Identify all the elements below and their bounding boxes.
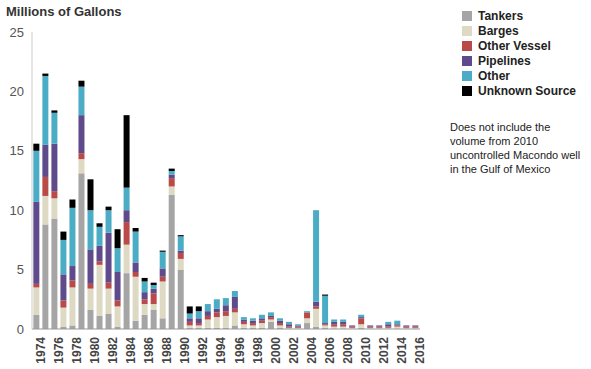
svg-text:1978: 1978 <box>70 337 84 364</box>
svg-text:1998: 1998 <box>251 337 265 364</box>
html-text:Tankers: Tankers <box>478 8 524 23</box>
html-text:Pipelines: Pipelines <box>478 53 531 68</box>
svg-text:1990: 1990 <box>178 337 192 364</box>
svg-text:2004: 2004 <box>305 337 319 364</box>
html-text:Millions of Gallons: Millions of Gallons <box>6 4 122 19</box>
html-text:Barges: Barges <box>478 23 519 38</box>
svg-text:1976: 1976 <box>52 337 66 364</box>
svg-text:2016: 2016 <box>413 337 427 364</box>
svg-text:2010: 2010 <box>359 337 373 364</box>
svg-text:1988: 1988 <box>160 337 174 364</box>
html-text:Other: Other <box>478 68 510 83</box>
svg-text:2000: 2000 <box>269 337 283 364</box>
svg-text:1994: 1994 <box>214 337 228 364</box>
svg-text:5: 5 <box>17 262 24 277</box>
svg-text:2014: 2014 <box>395 337 409 364</box>
svg-text:1996: 1996 <box>233 337 247 364</box>
svg-text:2002: 2002 <box>287 337 301 364</box>
svg-text:0: 0 <box>17 322 24 337</box>
svg-text:1986: 1986 <box>142 337 156 364</box>
svg-text:10: 10 <box>10 203 24 218</box>
svg-text:1974: 1974 <box>34 337 48 364</box>
svg-text:15: 15 <box>10 143 24 158</box>
svg-text:2012: 2012 <box>377 337 391 364</box>
svg-text:1982: 1982 <box>106 337 120 364</box>
svg-text:1980: 1980 <box>88 337 102 364</box>
svg-text:2006: 2006 <box>323 337 337 364</box>
svg-text:25: 25 <box>10 25 24 40</box>
svg-text:2008: 2008 <box>341 337 355 364</box>
svg-text:1984: 1984 <box>124 337 138 364</box>
svg-text:1992: 1992 <box>196 337 210 364</box>
svg-text:20: 20 <box>10 84 24 99</box>
html-text:Does not include the volume fr: Does not include the volume from 2010 un… <box>450 121 581 175</box>
html-text:Other Vessel: Other Vessel <box>478 38 551 53</box>
html-text:Unknown Source: Unknown Source <box>478 83 576 98</box>
